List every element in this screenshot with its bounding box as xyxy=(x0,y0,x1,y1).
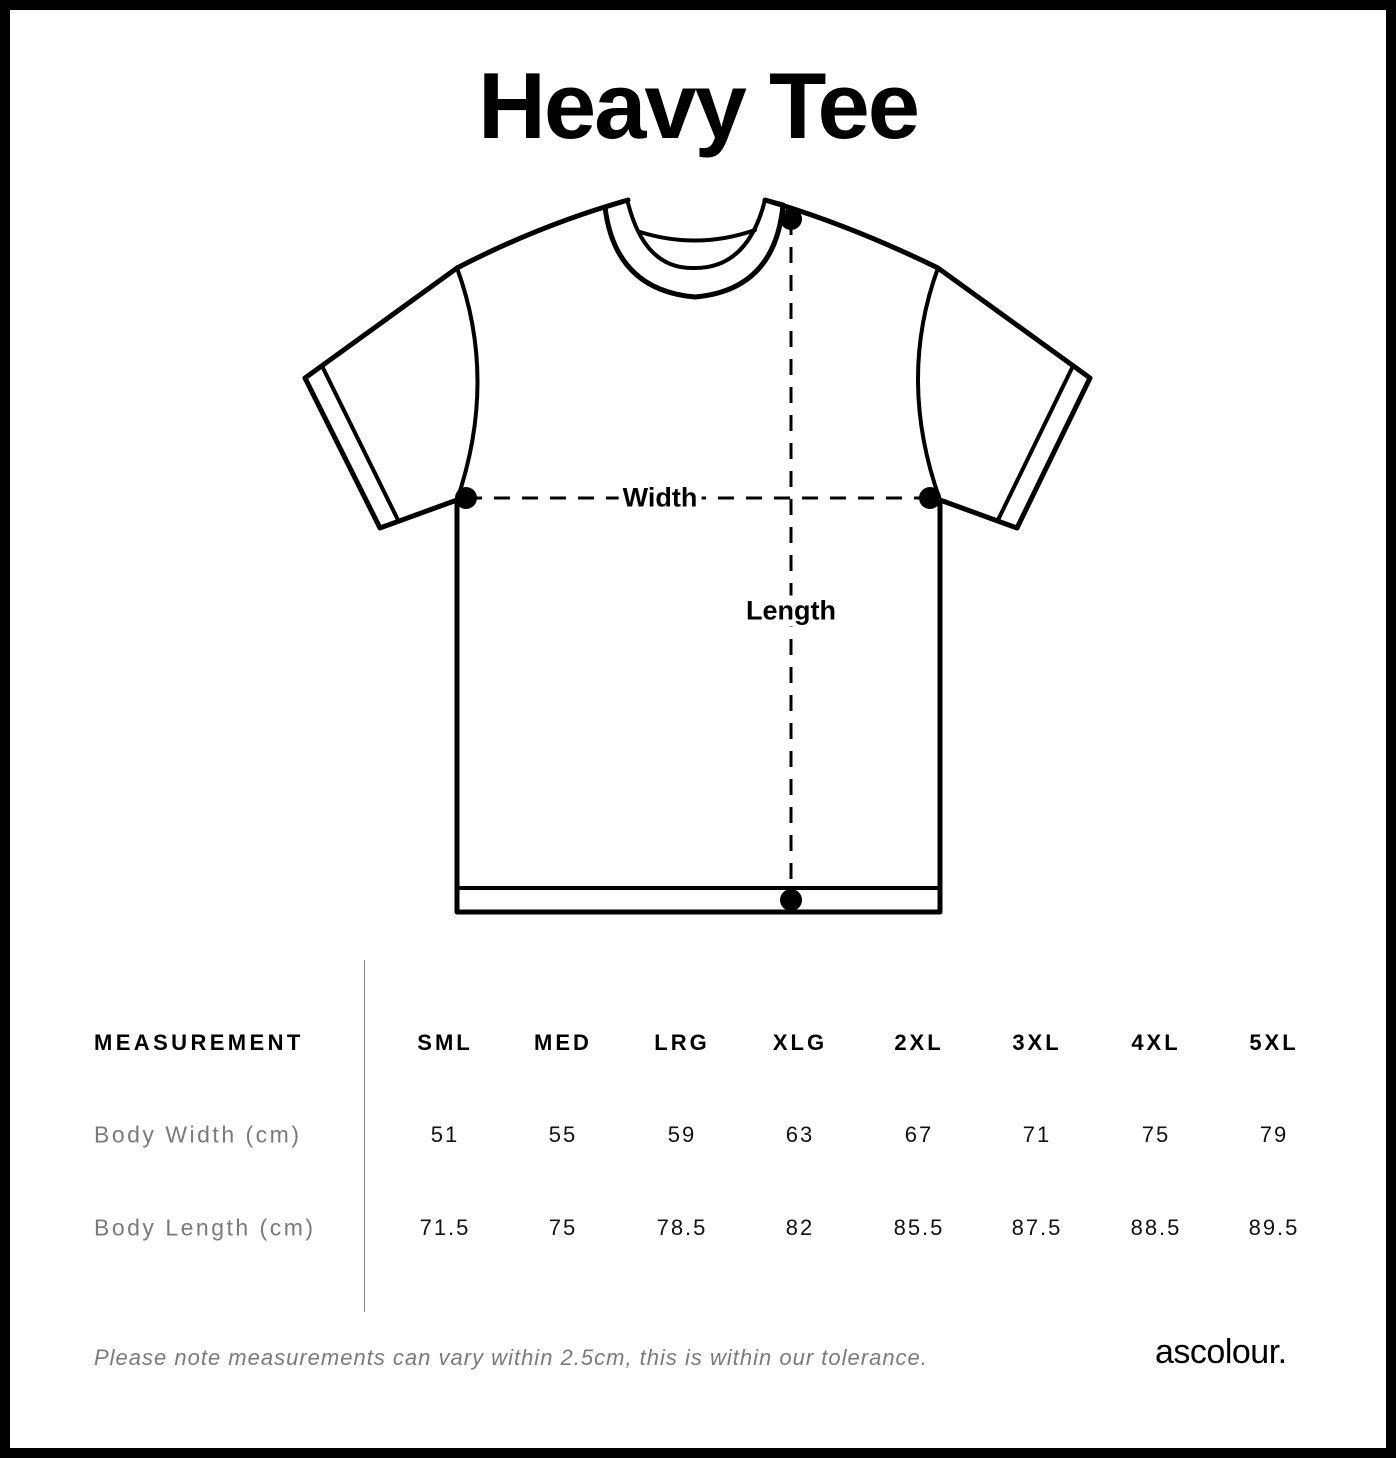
measurement-header: MEASUREMENT xyxy=(94,1030,304,1055)
table-cell: 88.5 xyxy=(1130,1215,1182,1240)
table-cell: 78.5 xyxy=(656,1215,708,1240)
left-armhole xyxy=(455,266,480,502)
collar-outer xyxy=(602,202,786,300)
table-cell: 89.5 xyxy=(1248,1215,1300,1240)
size-header: LRG xyxy=(654,1030,710,1055)
tshirt-outline xyxy=(302,197,1093,915)
row-label-body-length: Body Length (cm) xyxy=(94,1214,316,1241)
table-cell: 59 xyxy=(667,1122,697,1147)
table-cell: 55 xyxy=(548,1122,578,1147)
table-cell: 79 xyxy=(1259,1122,1289,1147)
size-header: 3XL xyxy=(1012,1030,1062,1055)
row-label-body-width: Body Width (cm) xyxy=(94,1121,302,1148)
table-cell: 63 xyxy=(785,1122,815,1147)
width-label: Width xyxy=(618,482,702,514)
brand-logo: ascolour. xyxy=(1155,1333,1287,1371)
table-divider xyxy=(364,960,365,1312)
size-header: MED xyxy=(534,1030,592,1055)
size-header: 5XL xyxy=(1249,1030,1299,1055)
table-cell: 67 xyxy=(904,1122,934,1147)
right-armhole xyxy=(916,266,942,502)
collar-back xyxy=(638,228,757,243)
collar-inner xyxy=(626,198,767,271)
size-header: XLG xyxy=(772,1030,828,1055)
right-cuff xyxy=(996,366,1074,522)
length-bottom-dot xyxy=(780,889,802,911)
length-label: Length xyxy=(742,595,840,627)
table-cell: 71 xyxy=(1022,1122,1052,1147)
table-cell: 71.5 xyxy=(419,1215,471,1240)
table-cell: 85.5 xyxy=(893,1215,945,1240)
table-cell: 75 xyxy=(1141,1122,1171,1147)
length-top-dot xyxy=(780,208,802,230)
size-header: 2XL xyxy=(894,1030,944,1055)
size-header: SML xyxy=(417,1030,473,1055)
table-cell: 51 xyxy=(430,1122,460,1147)
table-cell: 82 xyxy=(785,1215,815,1240)
size-header: 4XL xyxy=(1131,1030,1181,1055)
table-cell: 87.5 xyxy=(1011,1215,1063,1240)
width-left-dot xyxy=(455,487,477,509)
table-cell: 75 xyxy=(548,1215,578,1240)
page-title: Heavy Tee xyxy=(477,53,920,158)
tolerance-note: Please note measurements can vary within… xyxy=(94,1345,928,1370)
width-right-dot xyxy=(919,487,941,509)
left-cuff xyxy=(321,366,400,522)
